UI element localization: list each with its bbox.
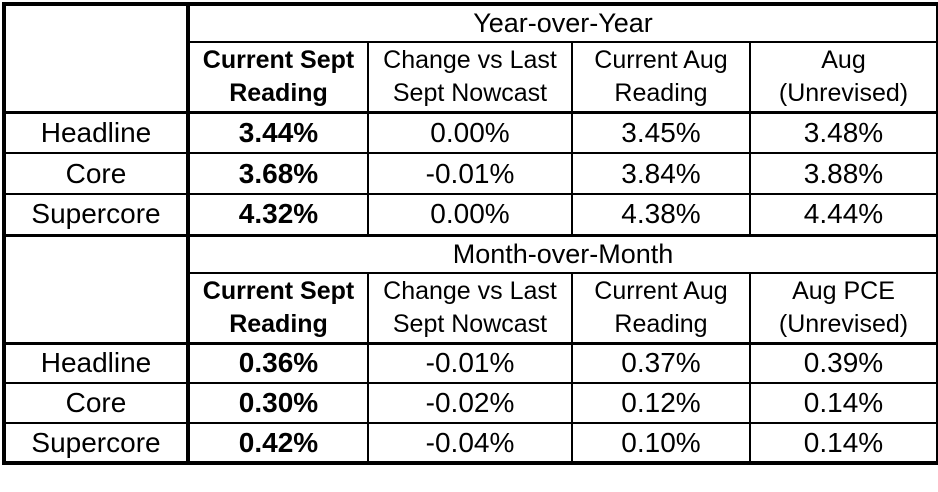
row-label-core: Core <box>3 152 190 195</box>
data-cell-yoy-headline-current-aug: 3.45% <box>571 111 751 154</box>
table-row-mom-core: Core 0.30% -0.02% 0.12% 0.14% <box>3 382 938 424</box>
data-cell-mom-headline-current-aug: 0.37% <box>571 342 751 384</box>
data-cell-mom-headline-current-sept: 0.36% <box>187 342 369 384</box>
data-cell-yoy-headline-change: 0.00% <box>367 111 573 154</box>
row-label-supercore: Supercore <box>3 422 190 464</box>
corner-cell-mom <box>3 234 190 345</box>
data-cell-yoy-core-current-sept: 3.68% <box>187 152 369 195</box>
row-label-headline: Headline <box>3 342 190 384</box>
data-cell-mom-core-aug-pce: 0.14% <box>749 382 938 424</box>
data-cell-mom-headline-aug-pce: 0.39% <box>749 342 938 384</box>
table-row-yoy-core: Core 3.68% -0.01% 3.84% 3.88% <box>3 152 938 195</box>
col-header-yoy-current-sept-reading: Current Sept Reading <box>187 41 369 114</box>
col-header-yoy-current-aug-reading: Current Aug Reading <box>571 41 751 114</box>
table-row-yoy-supercore: Supercore 4.32% 0.00% 4.38% 4.44% <box>3 193 938 237</box>
table-row-mom-supercore: Supercore 0.42% -0.04% 0.10% 0.14% <box>3 422 938 464</box>
data-cell-mom-core-change: -0.02% <box>367 382 573 424</box>
data-cell-yoy-supercore-current-sept: 4.32% <box>187 193 369 237</box>
data-cell-mom-headline-change: -0.01% <box>367 342 573 384</box>
section-title-month-over-month: Month-over-Month <box>187 234 938 274</box>
inflation-nowcast-table: Year-over-Year Current Sept Reading Chan… <box>2 2 938 465</box>
data-cell-mom-supercore-aug-pce: 0.14% <box>749 422 938 464</box>
row-label-headline: Headline <box>3 111 190 154</box>
col-header-yoy-change-vs-last-sept-nowcast: Change vs Last Sept Nowcast <box>367 41 573 114</box>
col-header-mom-current-sept-reading: Current Sept Reading <box>187 272 369 345</box>
data-cell-mom-core-current-sept: 0.30% <box>187 382 369 424</box>
col-header-mom-aug-pce-unrevised: Aug PCE (Unrevised) <box>749 272 938 345</box>
table-row-mom-headline: Headline 0.36% -0.01% 0.37% 0.39% <box>3 342 938 384</box>
row-label-supercore: Supercore <box>3 193 190 237</box>
row-label-core: Core <box>3 382 190 424</box>
data-cell-yoy-core-change: -0.01% <box>367 152 573 195</box>
data-cell-mom-supercore-current-sept: 0.42% <box>187 422 369 464</box>
data-cell-yoy-core-current-aug: 3.84% <box>571 152 751 195</box>
corner-cell-yoy <box>3 3 190 114</box>
data-cell-yoy-headline-aug-unrevised: 3.48% <box>749 111 938 154</box>
col-header-mom-current-aug-reading: Current Aug Reading <box>571 272 751 345</box>
data-cell-yoy-core-aug-unrevised: 3.88% <box>749 152 938 195</box>
data-cell-yoy-supercore-aug-unrevised: 4.44% <box>749 193 938 237</box>
col-header-mom-change-vs-last-sept-nowcast: Change vs Last Sept Nowcast <box>367 272 573 345</box>
data-cell-yoy-headline-current-sept: 3.44% <box>187 111 369 154</box>
data-cell-yoy-supercore-change: 0.00% <box>367 193 573 237</box>
data-cell-yoy-supercore-current-aug: 4.38% <box>571 193 751 237</box>
section-title-year-over-year: Year-over-Year <box>187 3 938 43</box>
data-cell-mom-supercore-current-aug: 0.10% <box>571 422 751 464</box>
data-cell-mom-core-current-aug: 0.12% <box>571 382 751 424</box>
table-row-yoy-headline: Headline 3.44% 0.00% 3.45% 3.48% <box>3 111 938 154</box>
data-cell-mom-supercore-change: -0.04% <box>367 422 573 464</box>
col-header-yoy-aug-unrevised: Aug (Unrevised) <box>749 41 938 114</box>
